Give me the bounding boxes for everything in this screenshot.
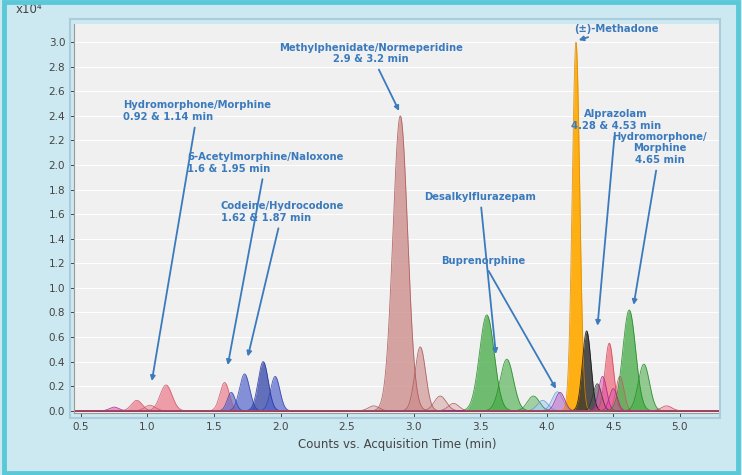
Text: Codeine/Hydrocodone
1.62 & 1.87 min: Codeine/Hydrocodone 1.62 & 1.87 min bbox=[220, 201, 344, 354]
Text: Alprazolam
4.28 & 4.53 min: Alprazolam 4.28 & 4.53 min bbox=[571, 109, 661, 323]
Text: (±)-Methadone: (±)-Methadone bbox=[574, 24, 658, 40]
Text: x10⁴: x10⁴ bbox=[16, 3, 43, 16]
Text: Buprenorphine: Buprenorphine bbox=[441, 256, 555, 387]
Text: Desalkylflurazepam: Desalkylflurazepam bbox=[424, 192, 536, 352]
Text: 6-Acetylmorphine/Naloxone
1.6 & 1.95 min: 6-Acetylmorphine/Naloxone 1.6 & 1.95 min bbox=[187, 152, 344, 363]
Text: Methylphenidate/Normeperidine
2.9 & 3.2 min: Methylphenidate/Normeperidine 2.9 & 3.2 … bbox=[279, 43, 463, 109]
Text: Hydromorphone/Morphine
0.92 & 1.14 min: Hydromorphone/Morphine 0.92 & 1.14 min bbox=[123, 100, 272, 379]
X-axis label: Counts vs. Acquisition Time (min): Counts vs. Acquisition Time (min) bbox=[298, 438, 496, 451]
Text: Hydromorphone/
Morphine
4.65 min: Hydromorphone/ Morphine 4.65 min bbox=[613, 132, 707, 303]
